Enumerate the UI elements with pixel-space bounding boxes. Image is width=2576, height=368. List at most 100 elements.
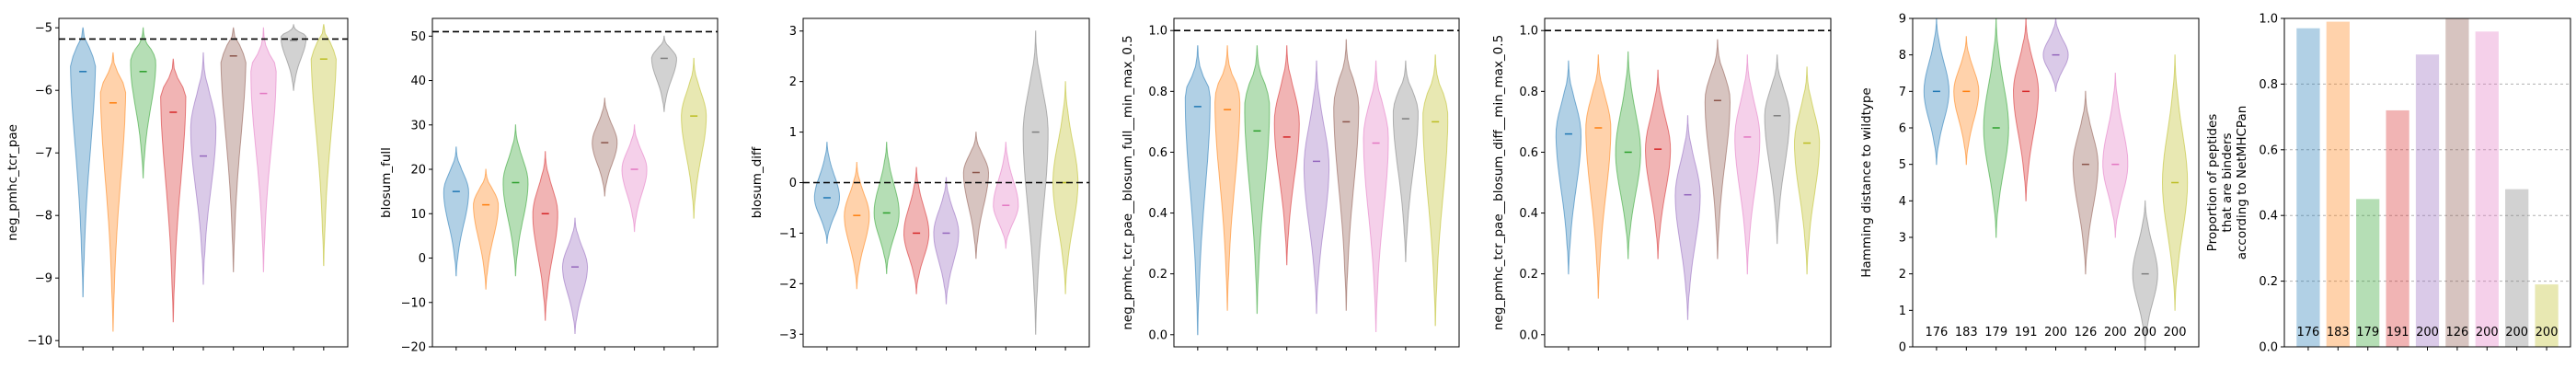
y-tick-label: 0.0 bbox=[1519, 328, 1538, 342]
chart-panel-7: 176 183 179 191 200 126 200 200 200 0.0 0.2 0.4 0.6 0… bbox=[2205, 13, 2571, 355]
violin-5 bbox=[1303, 60, 1330, 315]
y-axis-label: Hamming distance to wildtype bbox=[1859, 87, 1874, 278]
violin-9 bbox=[1794, 66, 1821, 275]
violin-2 bbox=[473, 168, 500, 290]
chart-panel-3: −3 −2 −1 0 1 2 3 blosum_diff bbox=[750, 17, 1090, 351]
count-label: 183 bbox=[1955, 326, 1978, 339]
y-tick-label: 50 bbox=[410, 30, 426, 44]
violin-7 bbox=[621, 124, 648, 233]
count-label: 200 bbox=[2476, 326, 2499, 339]
count-label: 126 bbox=[2074, 326, 2097, 339]
count-label: 176 bbox=[2297, 326, 2320, 339]
y-tick-label: 0.2 bbox=[1519, 268, 1538, 282]
y-tick-label: 20 bbox=[410, 164, 426, 178]
count-label: 200 bbox=[2505, 326, 2528, 339]
y-axis-label: Proportion of peptides bbox=[2205, 114, 2220, 252]
y-tick-label: 0.0 bbox=[2259, 341, 2278, 355]
count-label: 126 bbox=[2445, 326, 2468, 339]
y-tick-label: −1 bbox=[779, 227, 797, 241]
count-label: 179 bbox=[1984, 326, 2007, 339]
violin-4 bbox=[903, 167, 930, 294]
violin-9 bbox=[681, 57, 707, 219]
y-tick-label: 7 bbox=[1899, 86, 1906, 99]
violin-6 bbox=[1704, 39, 1731, 259]
y-axis-label: neg_pmhc_tcr_pae__blosum_diff__min_max_0… bbox=[1491, 35, 1506, 330]
count-label: 200 bbox=[2044, 326, 2067, 339]
violin-8 bbox=[650, 35, 677, 112]
bar-8 bbox=[2505, 189, 2529, 347]
y-tick-label: 30 bbox=[410, 119, 426, 132]
y-tick-label: 6 bbox=[1899, 122, 1906, 136]
y-tick-label: 1 bbox=[1899, 305, 1906, 318]
violin-7 bbox=[1734, 54, 1761, 275]
y-tick-label: −7 bbox=[35, 147, 52, 161]
violin-8 bbox=[1764, 54, 1790, 245]
bar-9 bbox=[2535, 284, 2559, 347]
y-axis-label: neg_pmhc_tcr_pae__blosum_full__min_max_0… bbox=[1121, 35, 1135, 330]
y-tick-label: 0.8 bbox=[2259, 78, 2278, 92]
violin-1 bbox=[813, 142, 841, 244]
y-tick-label: 0.2 bbox=[1148, 268, 1167, 282]
y-tick-label: −20 bbox=[401, 341, 426, 355]
bar-1 bbox=[2296, 28, 2320, 348]
chart-panel-4: 0.0 0.2 0.4 0.6 0.8 1.0 neg_pmhc_tcr_pae__blos… bbox=[1121, 17, 1460, 351]
violin-4 bbox=[1644, 69, 1672, 259]
y-tick-label: 9 bbox=[1899, 13, 1906, 27]
violin-7 bbox=[250, 27, 277, 272]
violin-8 bbox=[1022, 30, 1049, 335]
y-tick-label: 2 bbox=[1899, 268, 1906, 282]
y-tick-label: 0.6 bbox=[1519, 146, 1538, 160]
bar-2 bbox=[2326, 21, 2350, 347]
violin-3 bbox=[1244, 45, 1271, 315]
violin-3 bbox=[130, 27, 156, 178]
y-tick-label: 1.0 bbox=[1148, 25, 1167, 39]
y-axis-label: that are binders bbox=[2220, 132, 2235, 232]
violin-5 bbox=[1674, 115, 1701, 320]
violin-1 bbox=[70, 27, 97, 298]
violin-4 bbox=[532, 151, 558, 321]
y-axis-label: blosum_diff bbox=[750, 146, 765, 218]
y-tick-label: 0.4 bbox=[1519, 207, 1538, 221]
chart-panel-6: 176 183 179 191 200 126 200 200 200 0 1 2 3 4 5 6 7 8 9 Ham… bbox=[1859, 13, 2200, 355]
y-tick-label: 0.8 bbox=[1519, 86, 1538, 99]
y-tick-label: −10 bbox=[401, 296, 426, 310]
violin-9 bbox=[310, 24, 337, 267]
violin-7 bbox=[993, 142, 1019, 249]
violin-1 bbox=[443, 146, 469, 277]
y-axis-label: according to NetMHCPan bbox=[2235, 106, 2249, 260]
y-tick-label: 3 bbox=[789, 25, 797, 39]
y-tick-label: −8 bbox=[35, 210, 52, 224]
violin-6 bbox=[2072, 90, 2099, 275]
y-tick-label: 3 bbox=[1899, 232, 1906, 246]
count-label: 179 bbox=[2356, 326, 2379, 339]
y-tick-label: 0.6 bbox=[2259, 144, 2278, 157]
violin-9 bbox=[1052, 81, 1079, 294]
y-tick-label: −6 bbox=[35, 85, 52, 98]
bar-6 bbox=[2445, 18, 2469, 347]
y-axis-label: blosum_full bbox=[379, 147, 394, 218]
y-tick-label: 0 bbox=[1899, 341, 1906, 355]
y-tick-label: −10 bbox=[28, 335, 52, 349]
y-tick-label: 0.4 bbox=[2259, 210, 2278, 224]
violin-3 bbox=[873, 142, 900, 274]
violin-9 bbox=[1422, 54, 1449, 327]
y-tick-label: −5 bbox=[35, 22, 52, 36]
count-label: 200 bbox=[2416, 326, 2439, 339]
violin-6 bbox=[592, 98, 618, 197]
violin-2 bbox=[1214, 45, 1241, 311]
y-tick-label: 0 bbox=[789, 177, 797, 190]
violin-5 bbox=[933, 177, 960, 305]
chart-panel-1: −10 −9 −8 −7 −6 −5 neg_pmhc_tcr_pae bbox=[6, 17, 349, 351]
y-tick-label: 5 bbox=[1899, 158, 1906, 172]
violin-4 bbox=[2012, 17, 2040, 201]
violin-7 bbox=[2102, 73, 2129, 238]
count-label: 176 bbox=[1926, 326, 1949, 339]
violin-5 bbox=[190, 52, 217, 285]
y-tick-label: 0 bbox=[419, 252, 426, 266]
violin-2 bbox=[1585, 54, 1612, 299]
violin-1 bbox=[1555, 60, 1582, 275]
violin-8 bbox=[1392, 60, 1419, 262]
y-tick-label: 8 bbox=[1899, 49, 1906, 63]
bar-3 bbox=[2356, 199, 2380, 347]
